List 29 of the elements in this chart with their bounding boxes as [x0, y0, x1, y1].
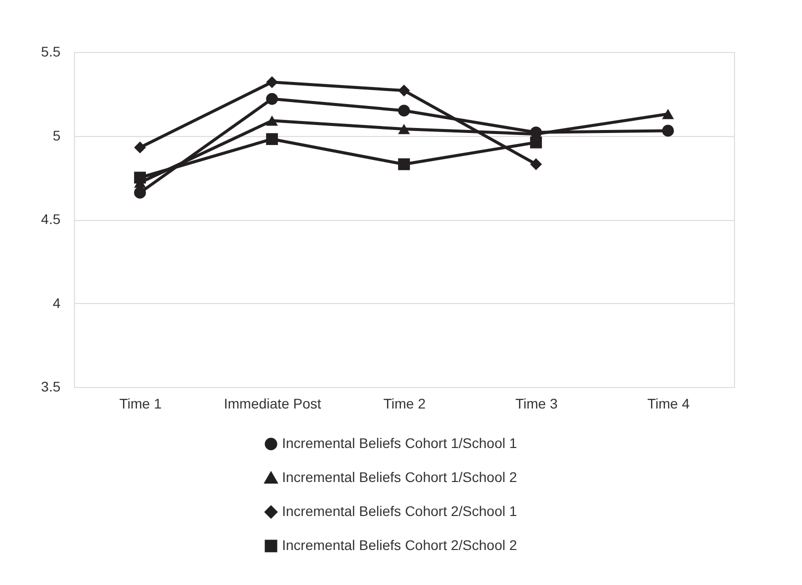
point — [266, 133, 278, 146]
point — [530, 158, 542, 170]
point — [398, 104, 410, 117]
x-tick-label: Time 4 — [647, 396, 690, 412]
point — [134, 142, 146, 154]
y-tick-label: 3.5 — [41, 378, 61, 394]
x-tick-label: Time 1 — [119, 396, 162, 412]
y-tick-label: 4 — [52, 294, 61, 311]
point — [266, 92, 278, 105]
point — [530, 136, 542, 148]
x-tick-label: Time 2 — [383, 396, 426, 412]
y-tick-label: 5.5 — [41, 44, 61, 60]
legend-label: Incremental Beliefs Cohort 2/School 1 — [282, 503, 518, 519]
point — [134, 186, 146, 199]
point — [134, 172, 146, 184]
point — [266, 116, 278, 126]
point — [662, 124, 674, 137]
point — [398, 158, 410, 170]
point — [266, 76, 278, 88]
legend-label: Incremental Beliefs Cohort 2/School 2 — [282, 537, 518, 553]
x-tick-label: Immediate Post — [224, 396, 322, 412]
y-tick-label: 4.5 — [41, 211, 61, 227]
point — [398, 124, 410, 134]
point — [662, 108, 674, 120]
legend-label: Incremental Beliefs Cohort 1/School 2 — [282, 469, 518, 485]
x-tick-label: Time 3 — [515, 396, 558, 412]
y-tick-label: 5 — [52, 127, 61, 144]
point — [398, 84, 410, 96]
legend-label: Incremental Beliefs Cohort 1/School 1 — [282, 435, 518, 451]
